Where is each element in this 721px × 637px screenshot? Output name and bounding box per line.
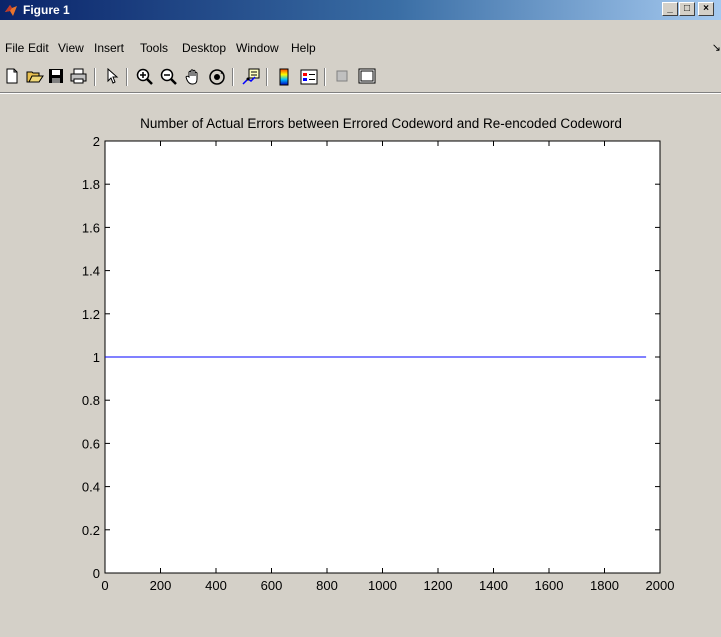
maximize-icon: □: [683, 3, 691, 14]
show-plot-tools-button[interactable]: [356, 66, 378, 88]
y-tick-label: 0.8: [82, 393, 100, 408]
open-file-icon: [26, 71, 44, 83]
x-tick-label: 1200: [424, 578, 453, 593]
x-tick-labels: 0 200 400 600 800 1000 1200 1400 1600 1800 2000: [101, 578, 674, 593]
insert-legend-icon: [300, 69, 318, 85]
rotate-3d-button[interactable]: [206, 66, 228, 88]
y-tick-label: 1.2: [82, 307, 100, 322]
print-button[interactable]: [68, 66, 90, 88]
new-figure-button[interactable]: [2, 66, 24, 88]
y-tick-label: 1: [93, 350, 100, 365]
close-button[interactable]: ×: [698, 2, 714, 16]
save-icon: [49, 69, 63, 83]
x-tick-label: 1400: [479, 578, 508, 593]
y-tick-label: 1.6: [82, 220, 100, 235]
data-cursor-button[interactable]: [240, 66, 262, 88]
maximize-button[interactable]: □: [679, 2, 695, 16]
zoom-in-button[interactable]: [134, 66, 156, 88]
data-cursor-icon: [242, 68, 260, 85]
x-tick-label: 2000: [646, 578, 675, 593]
y-tick-label: 0.4: [82, 480, 100, 495]
y-tick-label: 0.6: [82, 436, 100, 451]
y-tick-label: 2: [93, 134, 100, 149]
y-tick-label: 0.2: [82, 523, 100, 538]
y-tick-label: 1.4: [82, 264, 100, 279]
menu-desktop[interactable]: Desktop: [182, 41, 227, 55]
toolbar-separator: [126, 68, 128, 86]
edit-plot-button[interactable]: [102, 66, 124, 88]
x-tick-label: 200: [150, 578, 172, 593]
x-tick-label: 1600: [535, 578, 564, 593]
menu-help[interactable]: Help: [291, 41, 316, 55]
zoom-out-button[interactable]: [158, 66, 180, 88]
menu-view[interactable]: View: [58, 41, 84, 55]
menu-file[interactable]: File: [5, 41, 25, 55]
x-tick-label: 600: [261, 578, 283, 593]
zoom-out-icon: [160, 68, 177, 85]
toolbar-separator: [94, 68, 96, 86]
x-tick-label: 0: [101, 578, 108, 593]
toolbar-divider: [0, 92, 721, 94]
window-titlebar[interactable]: Figure 1 _ □ ×: [0, 0, 721, 20]
insert-colorbar-button[interactable]: [274, 66, 296, 88]
insert-legend-button[interactable]: [298, 66, 320, 88]
new-figure-icon: [6, 68, 18, 84]
menubar: File Edit View Insert Tools Desktop Wind…: [0, 38, 721, 58]
x-tick-label: 800: [316, 578, 338, 593]
toolbar-separator: [324, 68, 326, 86]
print-icon: [70, 68, 87, 84]
y-tick-label: 1.8: [82, 177, 100, 192]
matlab-logo-icon: [4, 3, 18, 17]
rotate-3d-icon: [209, 69, 225, 85]
pan-hand-icon: [185, 69, 198, 85]
figure-toolbar: [0, 62, 721, 90]
menu-insert[interactable]: Insert: [94, 41, 125, 55]
figure-canvas: Number of Actual Errors between Errored …: [82, 116, 675, 593]
hide-plot-tools-button[interactable]: [332, 66, 354, 88]
close-icon: ×: [703, 3, 709, 14]
open-file-button[interactable]: [24, 66, 46, 88]
save-button[interactable]: [46, 66, 68, 88]
hide-plot-tools-icon: [336, 70, 348, 82]
insert-colorbar-icon: [279, 68, 289, 86]
edit-plot-arrow-icon: [107, 68, 119, 84]
x-tick-label: 1800: [590, 578, 619, 593]
menubar-overflow-arrow-icon[interactable]: ↘: [711, 42, 721, 54]
x-tick-label: 1000: [368, 578, 397, 593]
y-tick-label: 0: [93, 566, 100, 581]
menu-tools[interactable]: Tools: [140, 41, 169, 55]
menu-window[interactable]: Window: [236, 41, 279, 55]
x-tick-label: 400: [205, 578, 227, 593]
minimize-icon: _: [667, 3, 673, 14]
pan-button[interactable]: [182, 66, 204, 88]
window-title: Figure 1: [23, 3, 70, 17]
chart-title: Number of Actual Errors between Errored …: [140, 116, 622, 131]
zoom-in-icon: [136, 68, 153, 85]
show-plot-tools-icon: [358, 68, 376, 84]
menu-edit[interactable]: Edit: [28, 41, 49, 55]
toolbar-separator: [266, 68, 268, 86]
minimize-button[interactable]: _: [662, 2, 678, 16]
axis-ticks: [105, 141, 660, 573]
toolbar-separator: [232, 68, 234, 86]
y-tick-labels: 0 0.2 0.4 0.6 0.8 1 1.2 1.4 1.6 1.8 2: [82, 134, 100, 581]
